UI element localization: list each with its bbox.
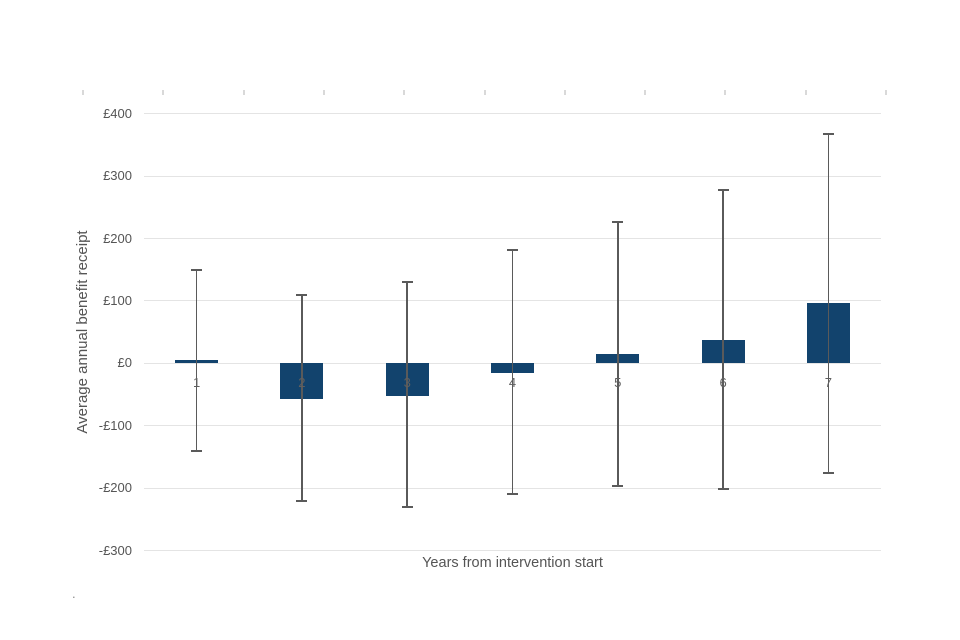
top-tick <box>724 90 727 95</box>
top-tick <box>885 90 887 95</box>
error-bar-cap-bottom-year-4 <box>507 493 518 496</box>
category-label-7: 7 <box>824 375 832 391</box>
ytick-label--200: -£200 <box>98 480 132 496</box>
error-bar-cap-bottom-year-6 <box>717 488 729 491</box>
top-tick <box>563 90 566 95</box>
error-bar-cap-top-year-3 <box>401 281 413 284</box>
category-label-2: 2 <box>298 375 306 391</box>
category-label-1: 1 <box>193 375 201 391</box>
error-bar-year-7 <box>827 133 830 473</box>
error-bar-cap-bottom-year-5 <box>612 485 624 488</box>
error-bar-cap-bottom-year-3 <box>401 505 413 508</box>
category-label-6: 6 <box>719 375 727 391</box>
error-bar-cap-top-year-4 <box>507 248 518 251</box>
top-tick <box>483 90 486 95</box>
gridline-400 <box>144 113 881 115</box>
ytick-label-0: £0 <box>117 355 132 371</box>
top-tick <box>162 90 165 95</box>
ytick-label--100: -£100 <box>98 417 132 433</box>
error-bar-cap-top-year-6 <box>717 189 729 192</box>
x-axis-title: Years from intervention start <box>422 555 603 571</box>
top-tick <box>403 90 406 95</box>
error-bar-year-4 <box>511 249 514 495</box>
error-bar-year-5 <box>617 222 619 487</box>
category-label-3: 3 <box>403 375 411 391</box>
category-label-4: 4 <box>508 375 517 391</box>
ytick-label--300: -£300 <box>98 542 132 558</box>
top-tick <box>82 90 84 95</box>
gridline--300 <box>144 550 881 551</box>
top-tick <box>644 90 647 95</box>
stray-dot: . <box>72 586 76 601</box>
ytick-label-300: £300 <box>103 168 132 184</box>
ytick-label-200: £200 <box>103 230 132 246</box>
y-axis-title: Average annual benefit receipt <box>74 230 91 434</box>
error-bar-cap-bottom-year-1 <box>191 449 203 452</box>
gridline-200 <box>144 238 881 239</box>
top-tick <box>242 90 245 95</box>
error-bar-year-2 <box>301 294 303 501</box>
error-bar-year-6 <box>722 190 724 490</box>
error-bar-year-1 <box>195 269 198 451</box>
top-tick <box>804 90 807 95</box>
ytick-label-400: £400 <box>103 105 132 121</box>
error-bar-cap-top-year-1 <box>191 268 203 271</box>
error-bar-cap-bottom-year-2 <box>296 499 308 502</box>
gridline-300 <box>144 175 881 177</box>
error-bar-cap-top-year-2 <box>296 293 308 296</box>
error-bar-cap-top-year-7 <box>822 132 834 135</box>
category-label-5: 5 <box>614 375 622 391</box>
ytick-label-100: £100 <box>103 292 132 308</box>
top-tick <box>322 90 325 95</box>
error-bar-year-3 <box>406 282 408 507</box>
error-bar-cap-top-year-5 <box>612 221 624 224</box>
error-bar-cap-bottom-year-7 <box>822 471 834 474</box>
